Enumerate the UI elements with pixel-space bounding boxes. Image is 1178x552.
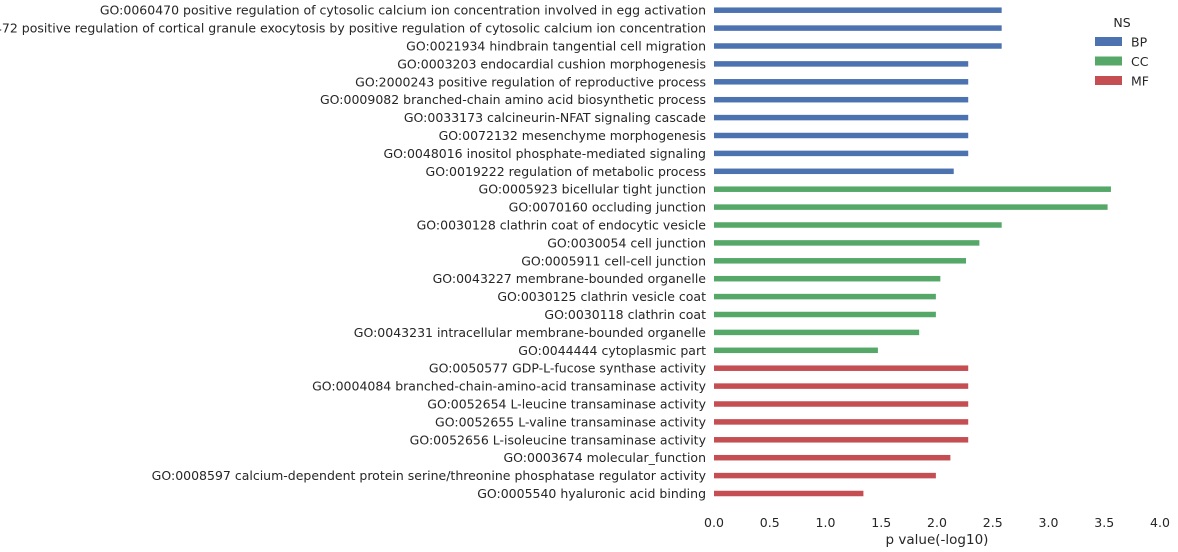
legend-swatch [1095, 76, 1122, 85]
category-label: GO:0030125 clathrin vesicle coat [497, 289, 706, 304]
category-label: GO:0044444 cytoplasmic part [518, 343, 706, 358]
bar [714, 401, 969, 407]
bar [714, 490, 864, 497]
bar [714, 150, 969, 157]
category-label: GO:0030128 clathrin coat of endocytic ve… [417, 218, 707, 233]
category-label: GO:0070160 occluding junction [509, 200, 706, 215]
category-label: GO:0005911 cell-cell junction [521, 253, 706, 268]
legend-label: BP [1131, 35, 1148, 50]
category-label: GO:0072132 mesenchyme morphogenesis [439, 128, 706, 143]
category-label: GO:0050577 GDP-L-fucose synthase activit… [429, 361, 707, 376]
bar [714, 25, 1002, 31]
bar [714, 365, 969, 371]
bar [714, 311, 936, 318]
category-label: GO:0060472 positive regulation of cortic… [0, 21, 706, 36]
bar [714, 454, 951, 461]
category-labels: GO:0060470 positive regulation of cytoso… [0, 3, 707, 501]
bar [714, 293, 936, 300]
x-tick-label: 4.0 [1150, 515, 1170, 530]
category-label: GO:0052656 L-isoleucine transaminase act… [410, 432, 707, 447]
bar [714, 132, 969, 139]
x-tick-label: 3.0 [1039, 515, 1059, 530]
bar [714, 168, 954, 175]
legend-swatch [1095, 56, 1122, 66]
bar [714, 222, 1002, 228]
legend-label: MF [1131, 74, 1149, 89]
category-label: GO:0052654 L-leucine transaminase activi… [427, 397, 706, 412]
bar [714, 258, 966, 264]
bar [714, 329, 920, 336]
category-label: GO:0033173 calcineurin-NFAT signaling ca… [404, 110, 706, 125]
bar [714, 96, 969, 103]
bar [714, 114, 969, 121]
x-tick-label: 3.5 [1094, 515, 1114, 530]
category-label: GO:0048016 inositol phosphate-mediated s… [383, 146, 706, 161]
bar [714, 204, 1108, 210]
category-label: GO:0030054 cell junction [547, 235, 706, 250]
bars-group [714, 7, 1111, 497]
bar [714, 347, 878, 354]
category-label: GO:0003674 molecular_function [503, 450, 706, 465]
category-label: GO:0043227 membrane-bounded organelle [433, 271, 707, 286]
x-tick-label: 2.0 [927, 515, 947, 530]
legend-label: CC [1131, 54, 1149, 69]
bar [714, 437, 969, 443]
category-label: GO:0052655 L-valine transaminase activit… [435, 414, 707, 429]
bar [714, 43, 1002, 49]
x-tick-label: 1.0 [816, 515, 836, 530]
category-label: GO:0021934 hindbrain tangential cell mig… [406, 39, 706, 54]
category-label: GO:0019222 regulation of metabolic proce… [426, 164, 706, 179]
category-label: GO:0060470 positive regulation of cytoso… [100, 3, 706, 18]
legend: NS BP CC MF [1095, 15, 1149, 89]
x-tick-label: 1.5 [871, 515, 891, 530]
category-label: GO:0043231 intracellular membrane-bounde… [354, 325, 707, 340]
legend-swatch [1095, 37, 1122, 46]
bar [714, 275, 941, 282]
category-label: GO:2000243 positive regulation of reprod… [355, 74, 706, 89]
x-axis-label: p value(-log10) [886, 532, 989, 548]
category-label: GO:0005540 hyaluronic acid binding [477, 486, 706, 501]
x-tick-label: 0.0 [704, 515, 724, 530]
bar [714, 7, 1002, 13]
bar [714, 79, 969, 85]
category-label: GO:0009082 branched-chain amino acid bio… [320, 92, 706, 107]
category-label: GO:0004084 branched-chain-amino-acid tra… [312, 379, 707, 394]
bar [714, 472, 936, 479]
x-tick-label: 0.5 [760, 515, 780, 530]
x-axis-ticks: 0.0 0.5 1.0 1.5 2.0 2.5 3.0 3.5 4.0 [704, 515, 1170, 530]
bar [714, 61, 969, 67]
bar [714, 419, 969, 425]
x-tick-label: 2.5 [983, 515, 1003, 530]
bar [714, 240, 980, 246]
category-label: GO:0003203 endocardial cushion morphogen… [397, 56, 706, 71]
legend-title: NS [1113, 15, 1130, 30]
category-label: GO:0008597 calcium-dependent protein ser… [152, 468, 707, 483]
category-label: GO:0005923 bicellular tight junction [479, 182, 706, 197]
bar [714, 186, 1111, 192]
category-label: GO:0030118 clathrin coat [544, 307, 706, 322]
bar [714, 383, 969, 389]
